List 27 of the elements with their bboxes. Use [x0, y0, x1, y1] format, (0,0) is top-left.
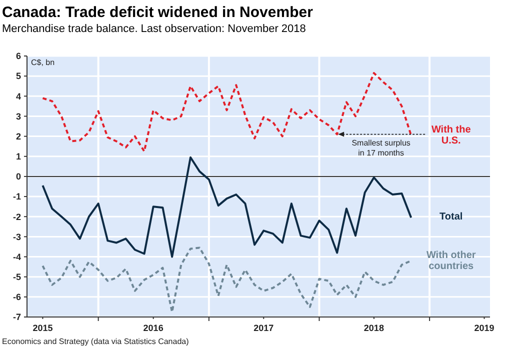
chart-subtitle: Merchandise trade balance. Last observation: November 2018: [2, 23, 306, 35]
y-tick-label: -7: [12, 312, 21, 322]
y-tick-label: 3: [16, 111, 21, 122]
y-tick-label: -1: [12, 192, 21, 202]
y-tick-label: -2: [12, 212, 21, 222]
y-tick-label: -4: [12, 252, 21, 262]
text: With the U.S.: [431, 124, 472, 146]
y-tick-label: 1: [16, 152, 21, 162]
y-axis-title: C$, bn: [31, 58, 55, 67]
x-tick-label: 2015: [32, 323, 53, 333]
annotation: Smallest surplus in 17 months: [352, 138, 410, 158]
y-tick-label: -3: [12, 232, 21, 242]
y-tick-label: 6: [16, 51, 21, 62]
y-tick-label: -5: [12, 272, 21, 282]
x-tick-label: 2016: [143, 323, 164, 333]
y-tick-label: 5: [16, 71, 21, 82]
x-tick-label: 2017: [254, 323, 274, 333]
y-tick-label: 0: [16, 172, 21, 182]
text: Economics and Strategy (data via Statistics Canada): [2, 337, 190, 346]
y-tick-label: -6: [12, 292, 21, 302]
chart-title: Canada: Trade deficit widened in November: [2, 4, 314, 21]
x-tick-label: 2018: [364, 323, 384, 333]
y-tick-label: 2: [16, 131, 21, 142]
y-tick-label: 4: [16, 91, 21, 102]
series-label: With other countries: [426, 250, 476, 272]
text: Total: [440, 212, 463, 223]
x-tick-label: 2019: [474, 323, 494, 333]
